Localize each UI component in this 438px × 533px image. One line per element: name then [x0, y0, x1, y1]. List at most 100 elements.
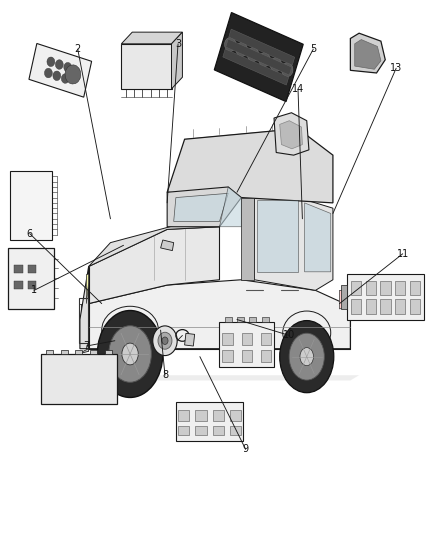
- Polygon shape: [304, 203, 330, 272]
- Polygon shape: [273, 113, 308, 155]
- Polygon shape: [41, 354, 117, 405]
- Text: 1: 1: [31, 285, 37, 295]
- Text: 2: 2: [74, 44, 81, 54]
- Polygon shape: [121, 44, 171, 89]
- Polygon shape: [184, 333, 194, 346]
- Ellipse shape: [289, 333, 324, 380]
- Polygon shape: [176, 402, 243, 441]
- Circle shape: [53, 71, 60, 80]
- Polygon shape: [214, 13, 303, 102]
- Polygon shape: [228, 29, 294, 65]
- Text: 13: 13: [389, 63, 401, 73]
- Text: 7: 7: [83, 341, 89, 351]
- Polygon shape: [230, 410, 241, 421]
- Polygon shape: [46, 350, 53, 354]
- Polygon shape: [167, 187, 241, 227]
- Polygon shape: [223, 49, 288, 85]
- Polygon shape: [340, 285, 346, 309]
- Polygon shape: [78, 349, 88, 354]
- Polygon shape: [354, 39, 380, 69]
- Text: 6: 6: [27, 229, 33, 239]
- Polygon shape: [230, 425, 241, 435]
- Circle shape: [61, 74, 69, 83]
- Text: 5: 5: [310, 44, 316, 54]
- Circle shape: [281, 63, 292, 77]
- Circle shape: [269, 58, 281, 71]
- Polygon shape: [260, 350, 271, 362]
- Text: 3: 3: [175, 39, 181, 49]
- Circle shape: [65, 65, 81, 84]
- Circle shape: [247, 47, 258, 61]
- Polygon shape: [195, 425, 206, 435]
- Polygon shape: [90, 350, 97, 354]
- Polygon shape: [350, 281, 360, 295]
- Circle shape: [55, 60, 63, 69]
- Polygon shape: [394, 281, 405, 295]
- Polygon shape: [88, 280, 350, 349]
- Polygon shape: [339, 290, 350, 309]
- Ellipse shape: [102, 306, 158, 354]
- Polygon shape: [222, 333, 232, 345]
- Polygon shape: [28, 265, 36, 273]
- Polygon shape: [241, 198, 254, 280]
- Polygon shape: [346, 274, 423, 319]
- Circle shape: [224, 37, 235, 51]
- Polygon shape: [212, 410, 223, 421]
- Polygon shape: [224, 317, 231, 322]
- Polygon shape: [261, 317, 268, 322]
- Polygon shape: [212, 425, 223, 435]
- Polygon shape: [219, 187, 241, 227]
- Ellipse shape: [279, 320, 333, 393]
- Circle shape: [44, 68, 52, 78]
- Polygon shape: [249, 317, 256, 322]
- Polygon shape: [60, 350, 67, 354]
- Polygon shape: [195, 410, 206, 421]
- Circle shape: [162, 337, 168, 344]
- Text: 11: 11: [396, 249, 408, 259]
- Circle shape: [236, 43, 247, 56]
- Polygon shape: [394, 300, 405, 314]
- Polygon shape: [80, 266, 88, 349]
- Polygon shape: [171, 32, 182, 89]
- Polygon shape: [237, 317, 244, 322]
- Polygon shape: [121, 32, 182, 44]
- Polygon shape: [241, 350, 251, 362]
- Polygon shape: [173, 193, 228, 221]
- Polygon shape: [8, 248, 53, 309]
- Polygon shape: [225, 39, 291, 75]
- Circle shape: [152, 326, 177, 356]
- Ellipse shape: [97, 311, 162, 398]
- Ellipse shape: [109, 326, 151, 382]
- Ellipse shape: [282, 311, 330, 354]
- Polygon shape: [365, 300, 375, 314]
- Polygon shape: [86, 274, 88, 304]
- Polygon shape: [241, 333, 251, 345]
- Polygon shape: [350, 300, 360, 314]
- Polygon shape: [28, 281, 36, 289]
- Ellipse shape: [299, 348, 313, 366]
- Polygon shape: [222, 350, 232, 362]
- Polygon shape: [219, 322, 273, 367]
- Polygon shape: [178, 425, 189, 435]
- Polygon shape: [88, 227, 219, 304]
- Polygon shape: [254, 198, 332, 290]
- Polygon shape: [167, 128, 332, 203]
- Circle shape: [47, 57, 55, 67]
- Polygon shape: [75, 350, 82, 354]
- Text: 14: 14: [291, 84, 304, 94]
- Polygon shape: [365, 281, 375, 295]
- Polygon shape: [379, 281, 390, 295]
- Polygon shape: [160, 240, 173, 251]
- Polygon shape: [256, 200, 297, 272]
- Polygon shape: [379, 300, 390, 314]
- Circle shape: [258, 53, 269, 67]
- Polygon shape: [80, 375, 358, 381]
- Polygon shape: [10, 171, 51, 240]
- Polygon shape: [14, 281, 23, 289]
- Polygon shape: [29, 44, 92, 97]
- Polygon shape: [178, 410, 189, 421]
- Polygon shape: [279, 120, 302, 149]
- Circle shape: [158, 332, 172, 349]
- Polygon shape: [409, 300, 419, 314]
- Polygon shape: [260, 333, 271, 345]
